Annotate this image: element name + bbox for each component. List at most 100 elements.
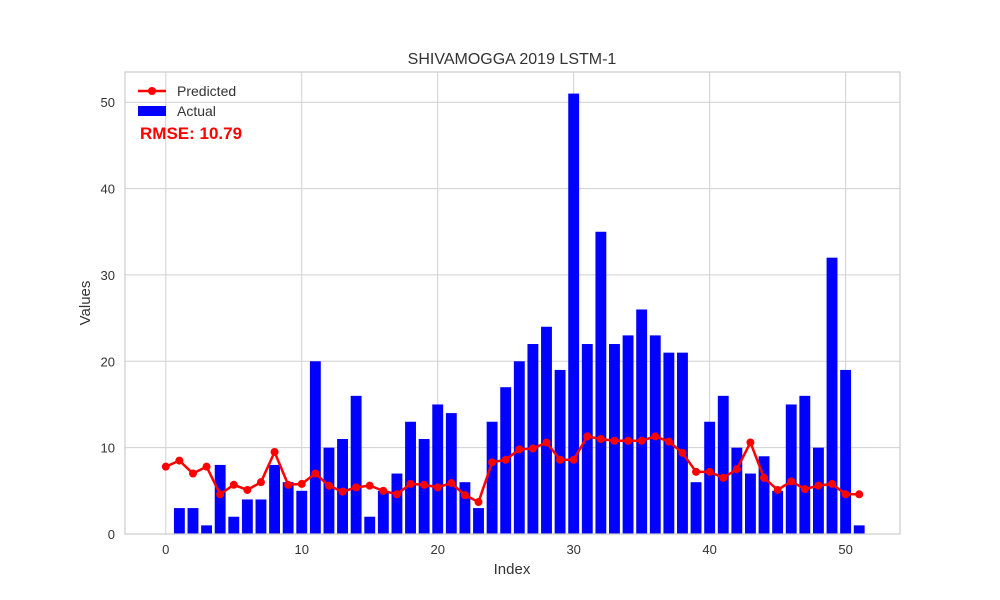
predicted-point [284, 480, 293, 489]
predicted-point [610, 436, 619, 445]
bar-actual [758, 456, 770, 534]
bar-actual [405, 421, 416, 534]
predicted-point [814, 481, 823, 490]
bar-actual [296, 490, 308, 534]
predicted-point [773, 485, 782, 494]
legend-actual-swatch [138, 106, 166, 116]
legend-predicted-marker [148, 87, 156, 95]
predicted-point [447, 479, 456, 488]
predicted-point [637, 436, 646, 445]
predicted-point [787, 477, 796, 486]
bar-actual [173, 508, 185, 534]
x-tick-label: 40 [702, 542, 716, 557]
bar-actual [812, 447, 824, 534]
predicted-point [488, 458, 497, 467]
bar-actual [826, 257, 838, 534]
bar-actual [554, 369, 566, 534]
bar-actual [677, 352, 688, 534]
bar-actual [459, 482, 471, 534]
bar-actual [228, 516, 240, 534]
bar-actual [541, 326, 552, 534]
x-tick-labels: 0 10 20 30 40 50 [162, 542, 853, 557]
legend: Predicted Actual [138, 83, 236, 119]
bar-actual [527, 344, 539, 534]
predicted-point [392, 490, 401, 499]
bar-actual [187, 508, 199, 534]
predicted-point [420, 480, 429, 489]
predicted-point [855, 490, 864, 499]
predicted-point [188, 469, 197, 478]
predicted-point [542, 438, 551, 447]
bar-actual [772, 490, 784, 534]
rmse-annotation: RMSE: 10.79 [140, 124, 242, 143]
bar-actual [255, 499, 267, 534]
predicted-point [161, 462, 170, 471]
y-tick-label: 30 [101, 268, 115, 283]
bar-actual [785, 404, 797, 534]
predicted-point [338, 487, 347, 496]
bar-actual [445, 413, 457, 534]
x-tick-label: 50 [838, 542, 852, 557]
x-tick-label: 30 [566, 542, 580, 557]
legend-predicted-label: Predicted [177, 83, 236, 99]
bar-actual [622, 335, 634, 534]
bar-actual [840, 369, 852, 534]
predicted-point [705, 467, 714, 476]
y-tick-label: 20 [101, 354, 115, 369]
bar-actual [323, 447, 335, 534]
predicted-point [596, 435, 605, 444]
predicted-point [583, 432, 592, 441]
predicted-point [175, 456, 184, 465]
predicted-point [556, 455, 565, 464]
x-tick-label: 20 [430, 542, 444, 557]
predicted-point [243, 485, 252, 494]
predicted-point [528, 444, 537, 453]
predicted-point [433, 483, 442, 492]
predicted-line [165, 435, 860, 504]
predicted-point [651, 432, 660, 441]
bar-actual [799, 395, 811, 534]
predicted-point [800, 485, 809, 494]
y-axis-title: Values [77, 281, 94, 326]
bar-actual [201, 525, 213, 534]
line-predicted [161, 432, 864, 507]
x-tick-label: 10 [295, 542, 309, 557]
predicted-point [311, 469, 320, 478]
plot-frame [124, 71, 901, 535]
predicted-point [202, 462, 211, 471]
predicted-point [678, 448, 687, 457]
bar-actual [269, 464, 280, 534]
predicted-point [474, 498, 483, 507]
chart-title: SHIVAMOGGA 2019 LSTM-1 [408, 51, 617, 68]
bar-actual [350, 395, 362, 534]
predicted-point [732, 465, 741, 474]
bar-actual [717, 395, 729, 534]
bar-actual [690, 482, 702, 534]
x-axis-title: Index [494, 561, 531, 578]
predicted-point [365, 481, 374, 490]
bar-actual [309, 361, 321, 534]
predicted-point [760, 473, 769, 482]
bar-actual [704, 421, 716, 534]
bar-actual [241, 499, 253, 534]
y-tick-label: 0 [108, 527, 115, 542]
x-tick-label: 0 [162, 542, 169, 557]
bar-actual [731, 447, 743, 534]
y-tick-labels: 0 10 20 30 40 50 [101, 95, 115, 542]
predicted-point [460, 491, 469, 500]
predicted-point [501, 455, 510, 464]
predicted-point [270, 447, 279, 456]
bar-actual [473, 508, 484, 534]
bar-actual [636, 309, 648, 534]
predicted-point [664, 437, 673, 446]
predicted-point [569, 455, 578, 464]
predicted-point [746, 438, 755, 447]
predicted-point [297, 479, 306, 488]
bar-actual [391, 473, 403, 534]
bar-actual [282, 482, 294, 534]
bar-actual [568, 93, 580, 535]
predicted-point [624, 436, 633, 445]
bar-actual [214, 464, 226, 534]
predicted-point [324, 481, 333, 490]
